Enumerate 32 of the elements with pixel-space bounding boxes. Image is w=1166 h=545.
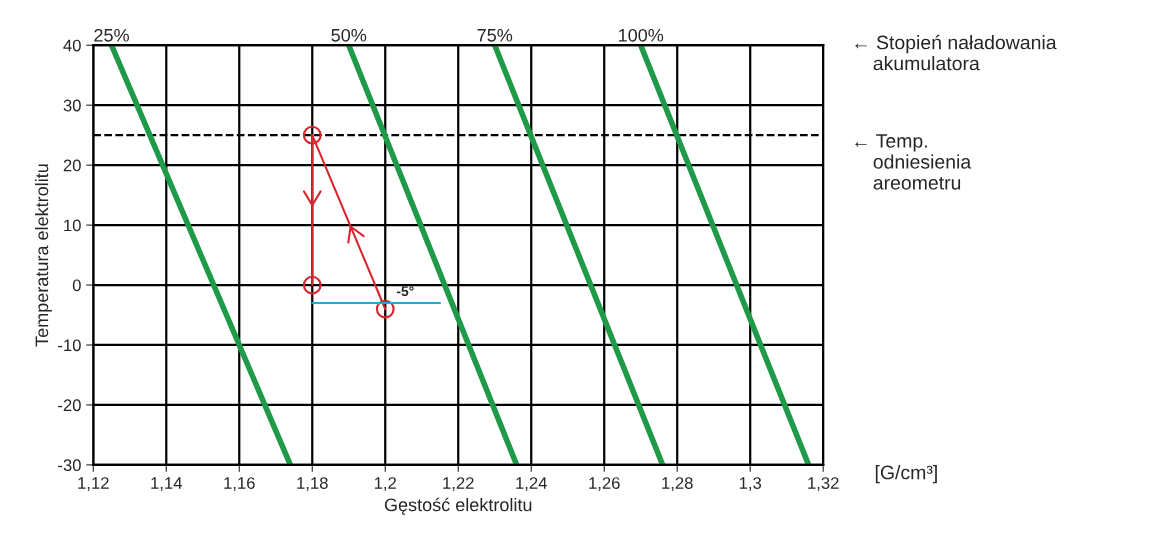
x-tick-label: 1,24: [516, 477, 547, 491]
x-tick-label: 1,16: [224, 477, 255, 491]
x-tick-label: 1,18: [297, 477, 328, 491]
y-tick-label: -30: [58, 459, 81, 472]
x-tick-label: 1,32: [808, 477, 839, 491]
point: [302, 125, 322, 145]
x-axis-title: Gęstość elektrolitu: [384, 497, 532, 515]
point: [375, 299, 395, 319]
point: [302, 275, 322, 295]
x-tick-label: 1,3: [739, 477, 762, 491]
series-label: 100%: [619, 28, 664, 42]
x-tick-label: 1,12: [78, 477, 109, 491]
x-tick-label: 1,22: [443, 477, 474, 491]
y-tick-label: -20: [58, 399, 81, 412]
y-tick-label: 10: [64, 219, 81, 232]
y-tick-label: 0: [72, 279, 81, 292]
y-tick-label: -10: [58, 339, 81, 352]
x-tick-label: 1,26: [589, 477, 620, 491]
y-axis-title: Temperatura elektrolitu: [35, 164, 52, 347]
x-tick-label: 1,2: [374, 477, 396, 491]
y-tick-label: 30: [63, 99, 81, 112]
series-label: 25%: [94, 28, 129, 42]
y-tick-label: 20: [63, 159, 81, 172]
text: [G/cm³]: [875, 465, 937, 484]
text: ← Temp. odniesienia areometru: [855, 134, 972, 190]
y-tick-label: 40: [63, 39, 81, 52]
x-tick-label: 1,28: [662, 477, 693, 491]
x-tick-label: 1,14: [151, 477, 182, 491]
annotation: -5°: [396, 286, 414, 297]
series-label: 75%: [477, 28, 513, 42]
text: ← Stopień naładowania akumulatora: [855, 34, 1057, 71]
series-label: 50%: [331, 28, 367, 42]
